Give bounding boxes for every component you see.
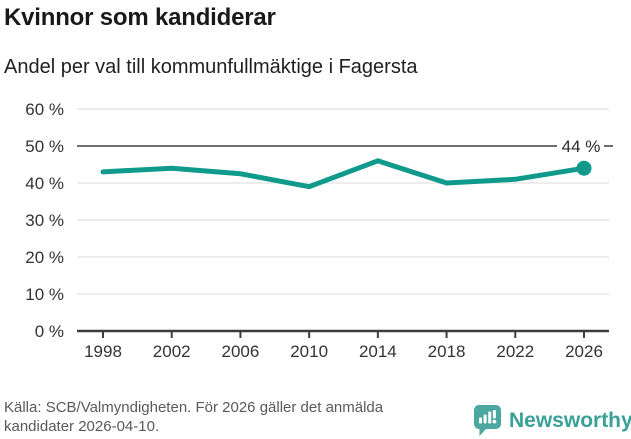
source-note: Källa: SCB/Valmyndigheten. För 2026 gäll… (4, 399, 384, 435)
line-chart: 0 % 10 % 20 % 30 % 40 % 50 % 60 % 1998 2002 2006 2… (25, 100, 613, 361)
x-tick-label: 2026 (565, 342, 603, 361)
x-tick-label: 2022 (496, 342, 534, 361)
x-tick-label: 2006 (222, 342, 260, 361)
x-tick-label: 2014 (359, 342, 397, 361)
chart-subtitle: Andel per val till kommunfullmäktige i F… (4, 56, 418, 78)
y-tick-label: 40 % (25, 174, 64, 193)
end-point-dot (576, 160, 592, 176)
y-tick-label: 0 % (35, 322, 64, 341)
x-tick-label: 2010 (290, 342, 328, 361)
y-tick-label: 30 % (25, 211, 64, 230)
page-title: Kvinnor som kandiderar (4, 4, 276, 31)
brand-name: Newsworthy (509, 408, 631, 432)
y-tick-label: 50 % (25, 137, 64, 156)
y-tick-label: 60 % (25, 100, 64, 119)
data-line (100, 158, 587, 190)
x-tick-label: 2002 (153, 342, 191, 361)
brand-logo: Newsworthy (474, 405, 631, 436)
x-tick-label: 2018 (428, 342, 466, 361)
newsworthy-logo-icon (474, 405, 501, 436)
y-tick-label: 10 % (25, 285, 64, 304)
x-tick-label: 1998 (84, 342, 122, 361)
y-tick-label: 20 % (25, 248, 64, 267)
end-point-label: 44 % (562, 137, 601, 156)
